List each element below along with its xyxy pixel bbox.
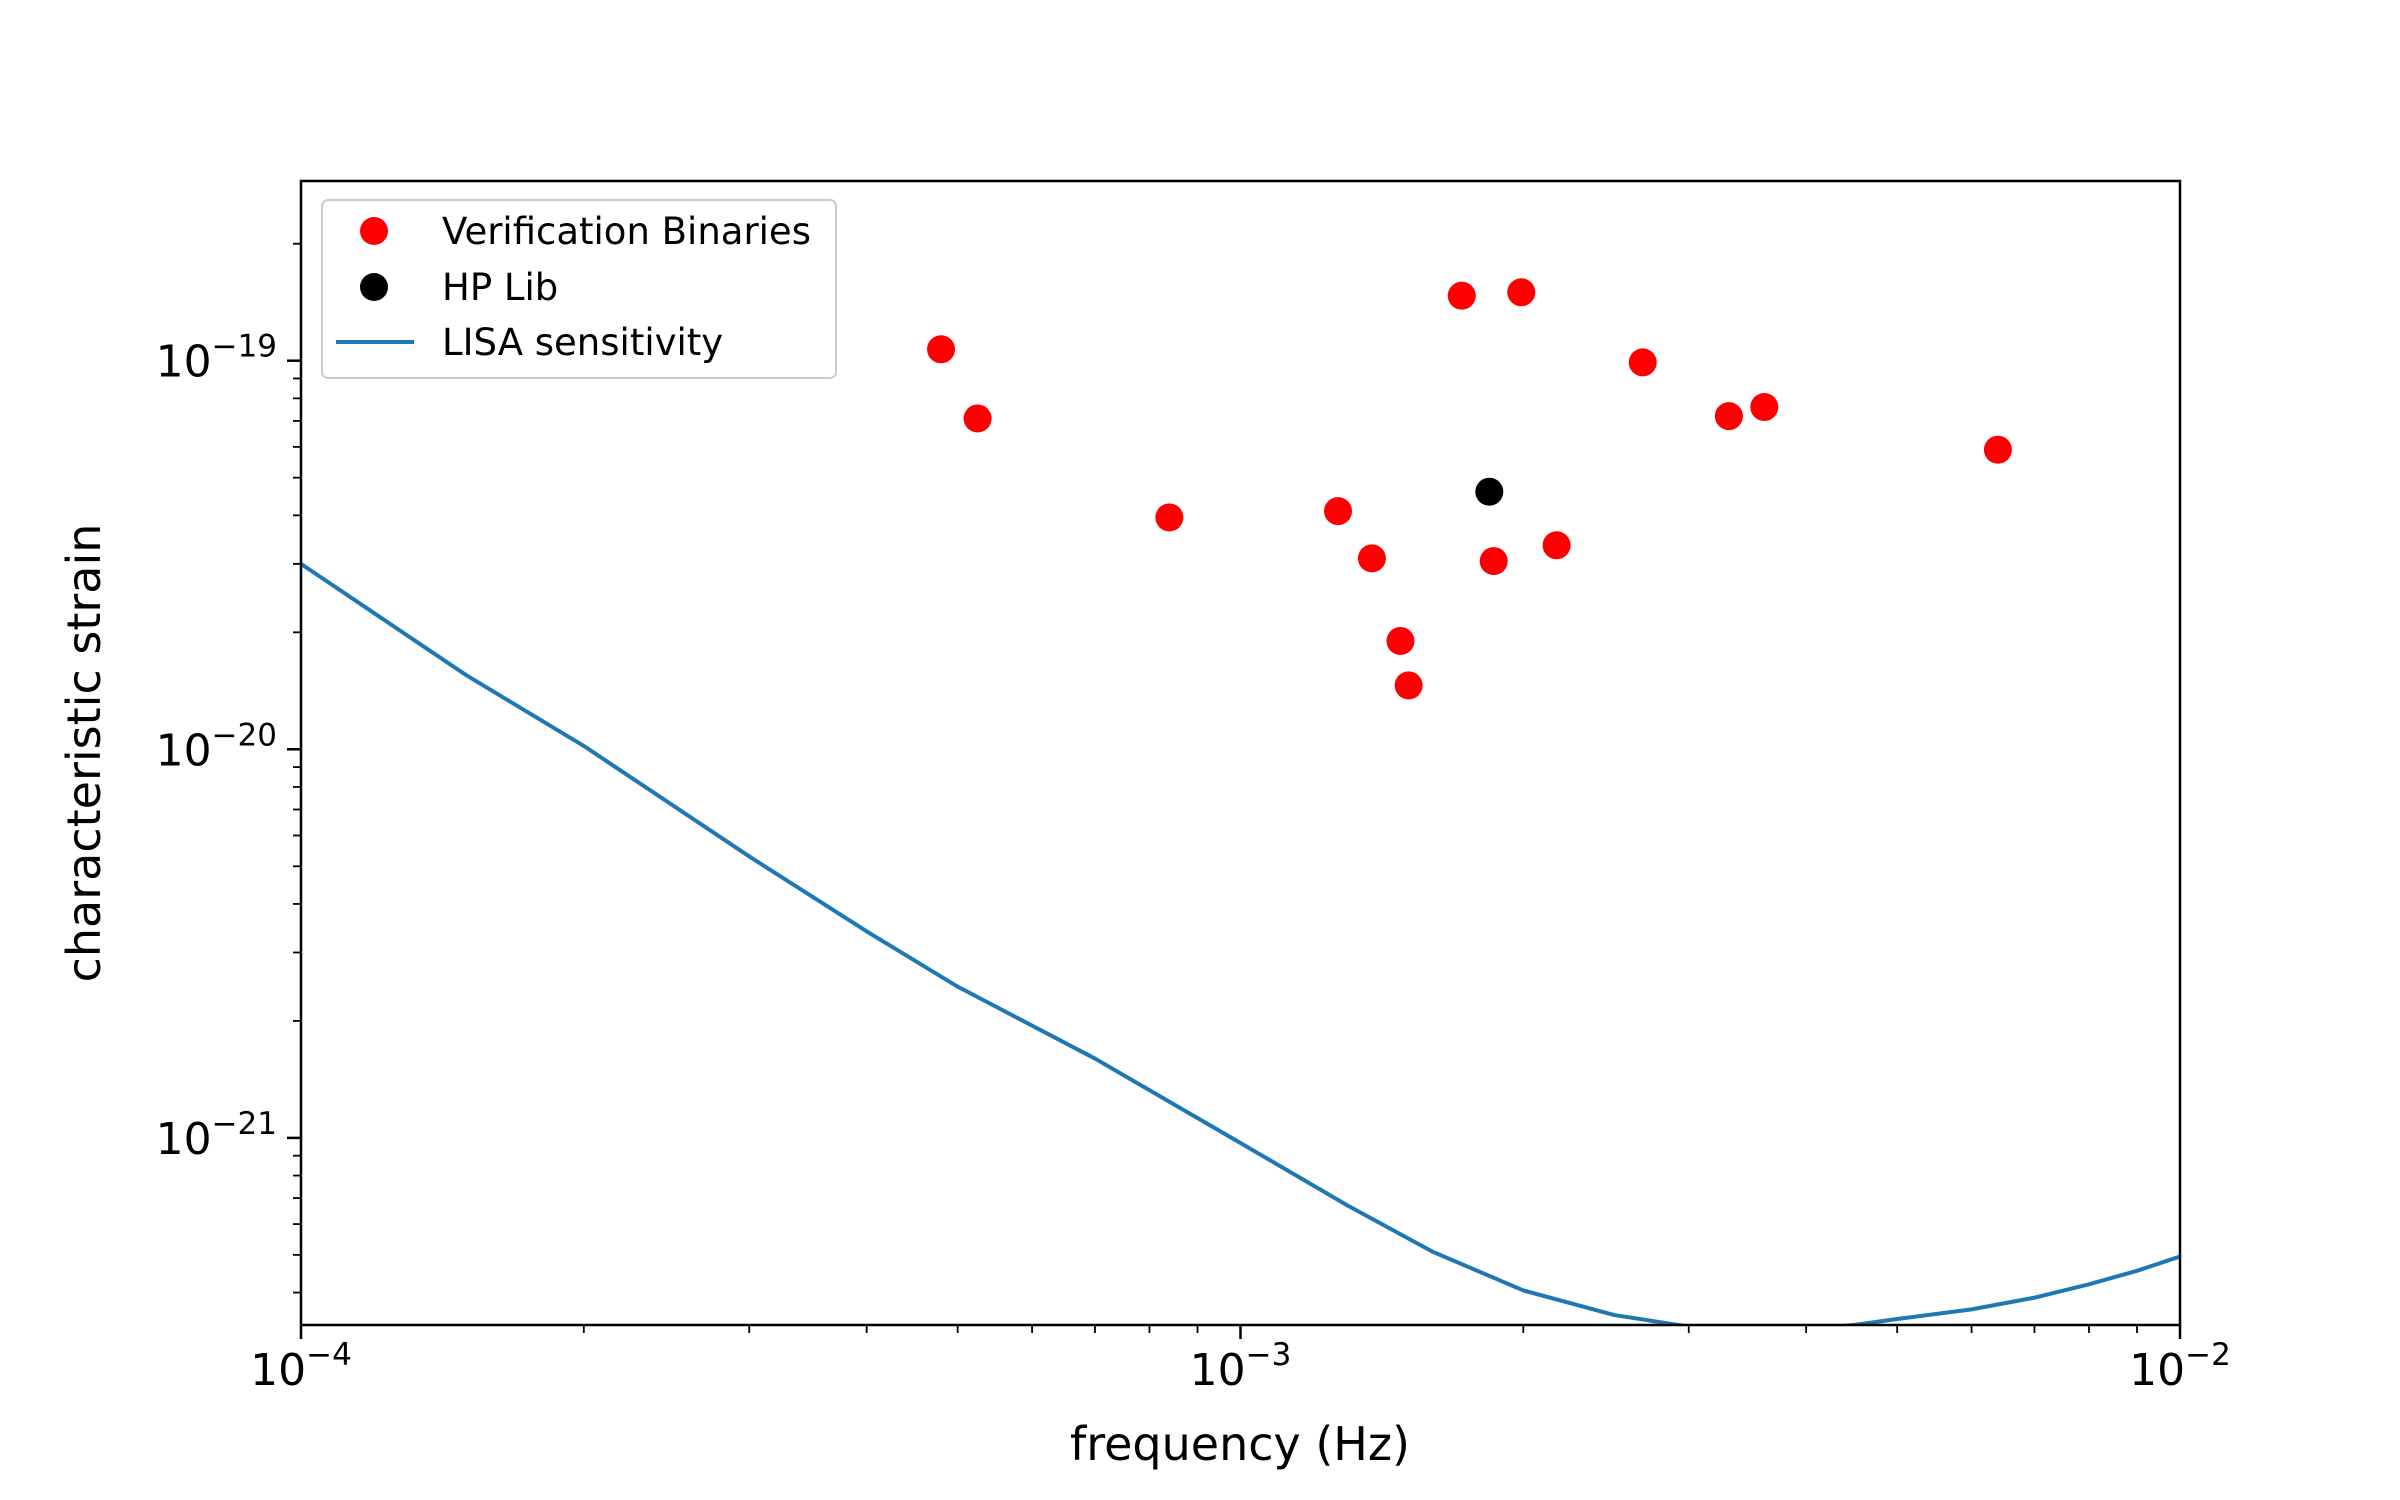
data-point-verification-binaries-4 <box>1357 544 1386 573</box>
data-point-verification-binaries-8 <box>1479 547 1508 576</box>
x-axis-label: frequency (Hz) <box>1070 1417 1410 1471</box>
legend-box <box>321 199 837 379</box>
data-point-verification-binaries-11 <box>1628 348 1657 377</box>
data-point-verification-binaries-6 <box>1394 671 1423 700</box>
legend-label-hp-lib: HP Lib <box>442 266 558 309</box>
y-tick-label: 10−20 <box>156 717 277 776</box>
data-point-hp-lib-0 <box>1475 477 1504 506</box>
data-point-verification-binaries-9 <box>1507 278 1536 307</box>
y-tick-label: 10−21 <box>156 1106 277 1165</box>
points-layer <box>927 278 2012 700</box>
y-axis-label: characteristic strain <box>57 524 111 983</box>
legend-marker-hp-lib <box>360 273 388 301</box>
data-point-verification-binaries-7 <box>1447 281 1476 310</box>
ticks-layer: 10−4 10−3 10−2 10−21 10−20 10−19 <box>156 242 2231 1396</box>
data-point-verification-binaries-10 <box>1542 531 1571 560</box>
data-point-verification-binaries-1 <box>963 404 992 433</box>
legend-label-lisa-sensitivity: LISA sensitivity <box>442 321 723 364</box>
legend-marker-verification-binaries <box>360 217 388 245</box>
data-point-verification-binaries-13 <box>1750 393 1779 422</box>
data-point-verification-binaries-14 <box>1983 435 2012 464</box>
data-point-verification-binaries-12 <box>1714 402 1743 431</box>
legend-label-verification-binaries: Verification Binaries <box>442 210 811 253</box>
x-tick-label: 10−3 <box>1190 1337 1292 1396</box>
y-tick-label: 10−19 <box>156 329 277 388</box>
legend: Verification Binaries HP Lib LISA sensit… <box>321 199 837 379</box>
data-point-verification-binaries-3 <box>1324 497 1353 526</box>
data-point-verification-binaries-0 <box>927 335 956 364</box>
x-tick-label: 10−2 <box>2129 1337 2231 1396</box>
data-point-verification-binaries-5 <box>1386 626 1415 655</box>
x-tick-label: 10−4 <box>250 1337 352 1396</box>
data-point-verification-binaries-2 <box>1155 503 1184 532</box>
series-line-lisa-sensitivity <box>301 562 2180 1325</box>
lines-layer <box>301 562 2180 1325</box>
